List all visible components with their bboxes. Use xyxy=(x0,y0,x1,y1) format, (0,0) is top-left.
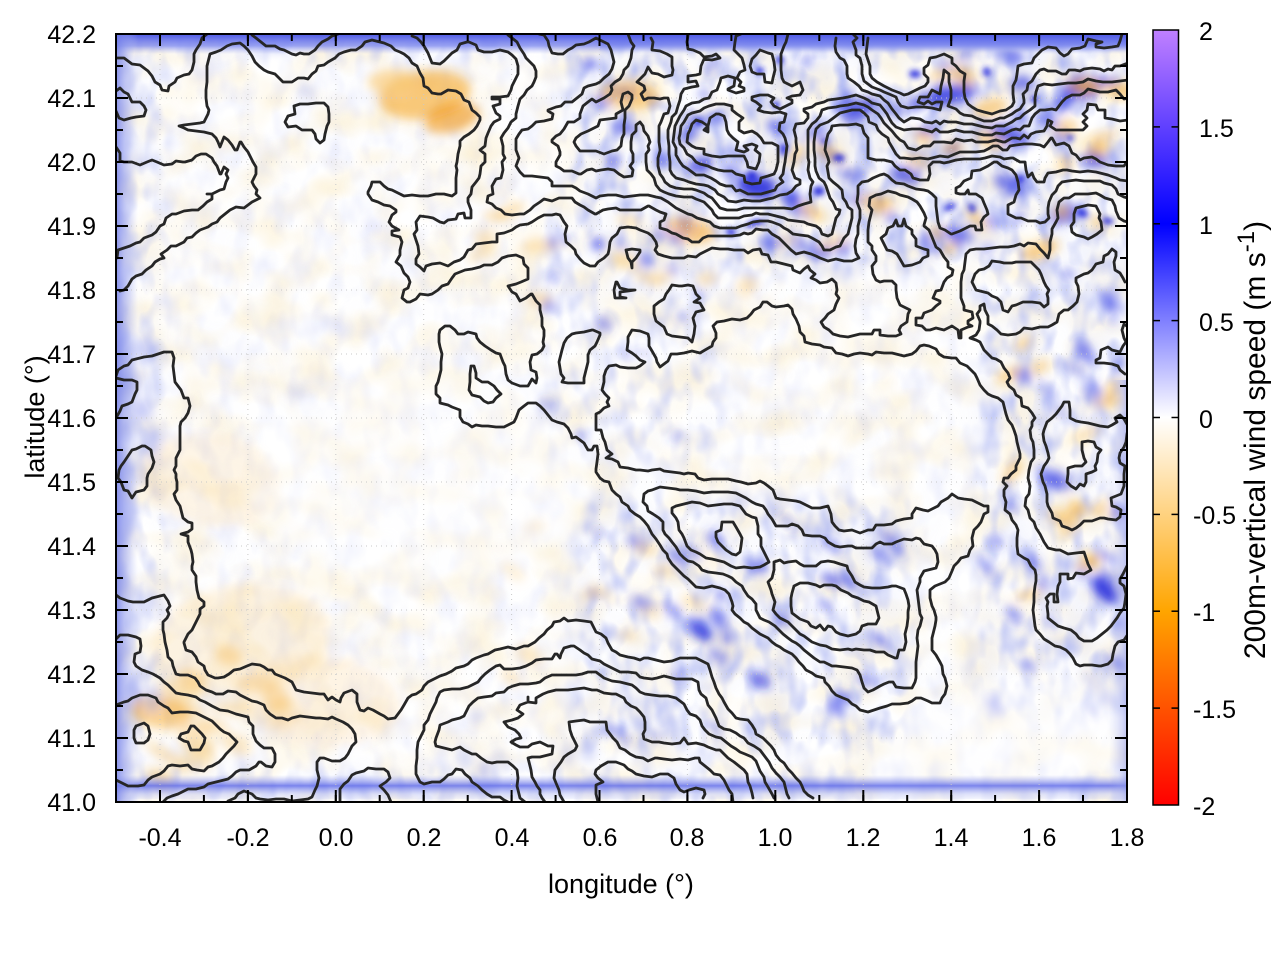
svg-text:41.3: 41.3 xyxy=(47,597,96,625)
svg-text:41.7: 41.7 xyxy=(47,341,96,369)
svg-text:0.8: 0.8 xyxy=(670,824,705,852)
svg-text:-1.5: -1.5 xyxy=(1193,696,1236,724)
svg-text:42.2: 42.2 xyxy=(47,21,96,49)
svg-text:41.2: 41.2 xyxy=(47,661,96,689)
svg-text:41.0: 41.0 xyxy=(47,789,96,817)
svg-text:1.5: 1.5 xyxy=(1199,115,1234,143)
svg-text:42.0: 42.0 xyxy=(47,149,96,177)
svg-text:0.0: 0.0 xyxy=(319,824,354,852)
svg-text:1.8: 1.8 xyxy=(1110,824,1145,852)
svg-text:1.6: 1.6 xyxy=(1022,824,1057,852)
svg-text:-1: -1 xyxy=(1193,599,1215,627)
svg-text:41.4: 41.4 xyxy=(47,533,96,561)
svg-text:1.2: 1.2 xyxy=(846,824,881,852)
svg-text:41.9: 41.9 xyxy=(47,213,96,241)
svg-text:41.1: 41.1 xyxy=(47,725,96,753)
svg-text:latitude (°): latitude (°) xyxy=(20,355,50,478)
svg-text:0.5: 0.5 xyxy=(1199,309,1234,337)
svg-text:-0.4: -0.4 xyxy=(138,824,181,852)
svg-text:0.2: 0.2 xyxy=(407,824,442,852)
svg-text:200m-vertical wind speed (m s-: 200m-vertical wind speed (m s-1) xyxy=(1233,221,1272,659)
svg-text:-0.2: -0.2 xyxy=(226,824,269,852)
svg-text:41.6: 41.6 xyxy=(47,405,96,433)
svg-text:42.1: 42.1 xyxy=(47,85,96,113)
svg-text:-2: -2 xyxy=(1193,793,1215,821)
svg-text:0.4: 0.4 xyxy=(495,824,530,852)
svg-text:2: 2 xyxy=(1199,18,1213,46)
svg-text:0.6: 0.6 xyxy=(583,824,618,852)
svg-text:41.8: 41.8 xyxy=(47,277,96,305)
svg-text:41.5: 41.5 xyxy=(47,469,96,497)
svg-text:1.4: 1.4 xyxy=(934,824,969,852)
svg-text:1: 1 xyxy=(1199,212,1213,240)
svg-text:0: 0 xyxy=(1199,406,1213,434)
svg-text:-0.5: -0.5 xyxy=(1193,502,1236,530)
svg-text:longitude (°): longitude (°) xyxy=(548,869,694,899)
svg-text:1.0: 1.0 xyxy=(758,824,793,852)
